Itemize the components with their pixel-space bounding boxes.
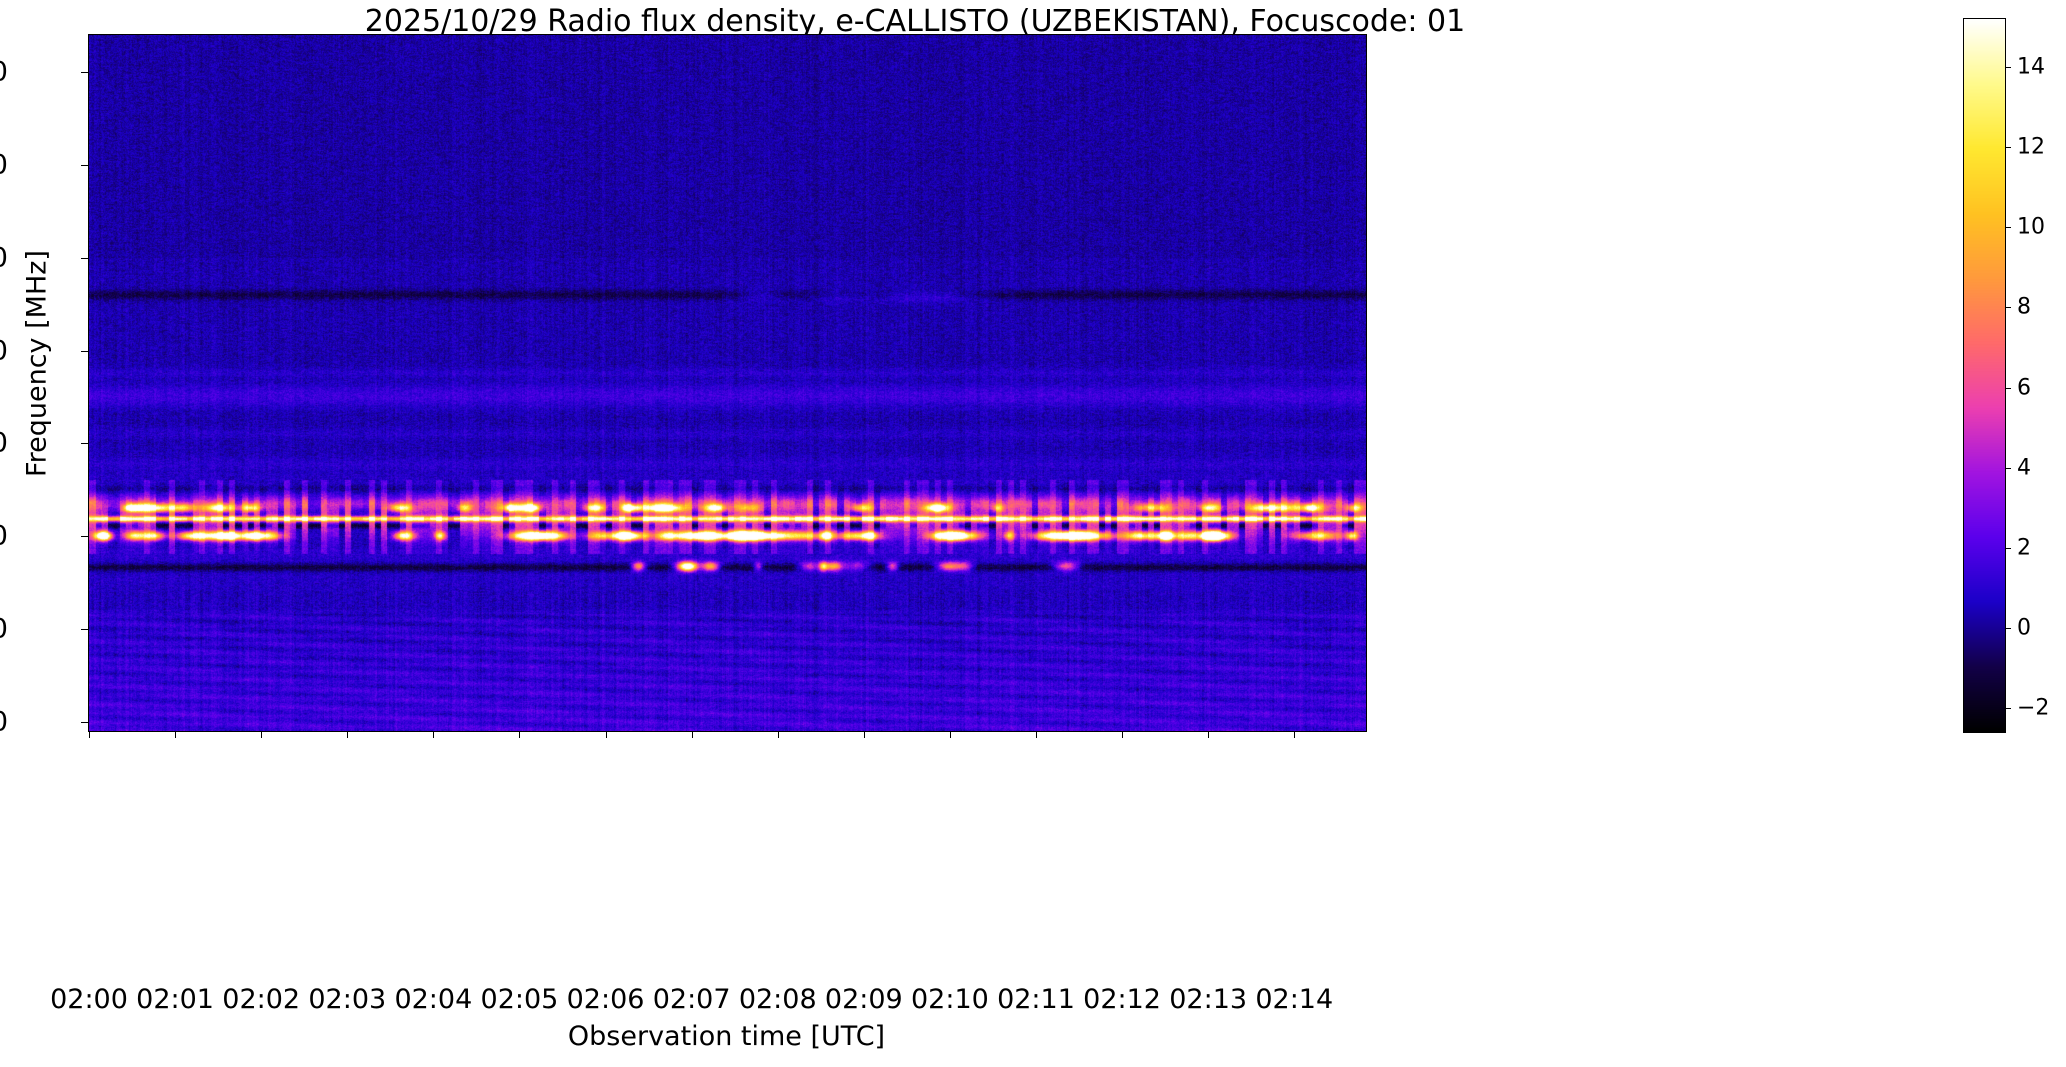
x-tick-mark (261, 731, 263, 738)
colorbar-tick-mark (2005, 547, 2011, 549)
colorbar-tick-label: 0 (2017, 615, 2031, 641)
y-tick-label: 350 (0, 149, 8, 180)
colorbar-tick-mark (2005, 467, 2011, 469)
colorbar-tick-label: 6 (2017, 375, 2031, 401)
spectrogram-axes (88, 34, 1367, 732)
x-tick-mark (863, 731, 865, 738)
x-tick-label: 02:04 (394, 984, 473, 1015)
y-tick-mark (81, 443, 88, 445)
colorbar-tick-label: 2 (2017, 535, 2031, 561)
page-title: 2025/10/29 Radio flux density, e-CALLIST… (364, 4, 1466, 39)
colorbar-tick-label: −2 (2017, 695, 2050, 721)
x-tick-mark (1294, 731, 1296, 738)
colorbar-tick-mark (2005, 147, 2011, 149)
x-tick-mark (1208, 731, 1210, 738)
y-tick-label: 400 (0, 57, 8, 88)
x-tick-mark (89, 731, 90, 738)
x-tick-mark (1122, 731, 1124, 738)
y-tick-mark (81, 721, 88, 723)
colorbar-tick-label: 14 (2017, 54, 2045, 80)
colorbar (1963, 18, 2006, 733)
x-axis-label: Observation time [UTC] (567, 1021, 886, 1052)
y-tick-label: 200 (0, 428, 8, 459)
x-tick-label: 02:05 (480, 984, 559, 1015)
x-tick-label: 02:11 (997, 984, 1075, 1015)
x-tick-mark (175, 731, 177, 738)
x-tick-label: 02:12 (1083, 984, 1161, 1015)
y-tick-mark (81, 350, 88, 352)
x-tick-label: 02:03 (308, 984, 387, 1015)
colorbar-tick-mark (2005, 227, 2011, 229)
colorbar-tick-mark (2005, 67, 2011, 69)
y-tick-mark (81, 628, 88, 630)
colorbar-tick-label: 8 (2017, 294, 2031, 320)
spectrogram-heatmap (89, 35, 1366, 731)
x-tick-label: 02:08 (738, 984, 817, 1015)
x-tick-mark (605, 731, 607, 738)
x-tick-label: 02:07 (652, 984, 731, 1015)
x-tick-mark (519, 731, 521, 738)
x-tick-label: 02:09 (824, 984, 903, 1015)
colorbar-tick-mark (2005, 707, 2011, 709)
x-tick-label: 02:13 (1169, 984, 1248, 1015)
x-tick-mark (691, 731, 693, 738)
y-tick-mark (81, 72, 88, 74)
colorbar-tick-label: 10 (2017, 214, 2045, 240)
y-tick-mark (81, 257, 88, 259)
x-tick-label: 02:02 (222, 984, 301, 1015)
colorbar-tick-mark (2005, 627, 2011, 629)
x-tick-mark (949, 731, 951, 738)
x-tick-label: 02:00 (50, 984, 128, 1015)
x-tick-label: 02:06 (566, 984, 645, 1015)
colorbar-tick-label: 4 (2017, 455, 2031, 481)
y-tick-label: 250 (0, 335, 8, 366)
x-tick-label: 02:10 (910, 984, 989, 1015)
x-tick-label: 02:14 (1255, 984, 1334, 1015)
colorbar-tick-mark (2005, 387, 2011, 389)
y-axis-label: Frequency [MHz] (21, 250, 53, 477)
y-tick-label: 300 (0, 242, 8, 273)
x-tick-mark (433, 731, 435, 738)
colorbar-tick-mark (2005, 307, 2011, 309)
y-tick-mark (81, 164, 88, 166)
x-tick-label: 02:01 (136, 984, 214, 1015)
colorbar-gradient (1964, 19, 2005, 732)
x-tick-mark (347, 731, 349, 738)
colorbar-tick-label: 12 (2017, 134, 2045, 160)
y-tick-label: 100 (0, 613, 8, 644)
y-tick-label: 150 (0, 521, 8, 552)
y-tick-label: 50 (0, 706, 8, 737)
x-tick-mark (777, 731, 779, 738)
x-tick-mark (1035, 731, 1037, 738)
y-tick-mark (81, 536, 88, 538)
